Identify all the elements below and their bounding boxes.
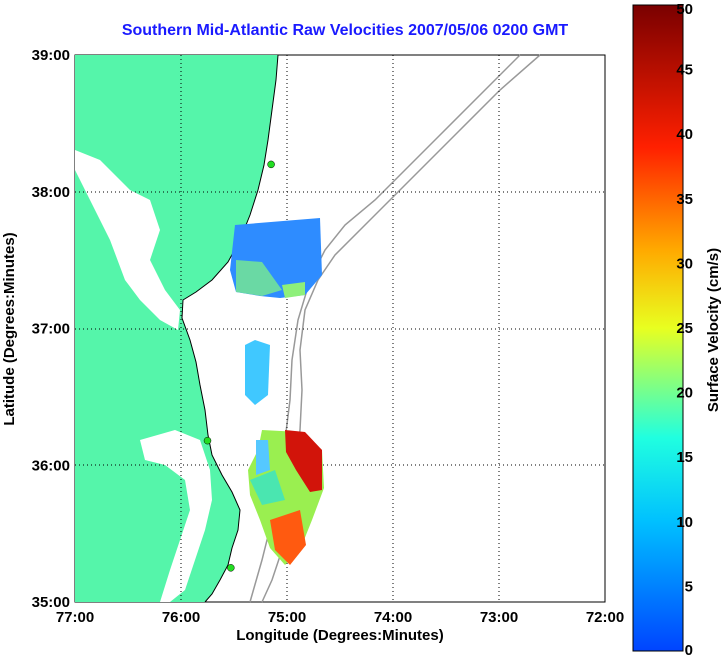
colorbar-tick-label: 0 — [685, 642, 693, 659]
colorbar-tick-label: 15 — [676, 449, 693, 466]
velocity-field-middle — [245, 340, 270, 405]
x-tick-label: 72:00 — [586, 609, 624, 626]
velocity-field-south — [248, 430, 324, 565]
colorbar-tick-label: 5 — [685, 578, 693, 595]
station-marker — [227, 564, 235, 572]
station-marker — [203, 436, 212, 445]
sound-water — [140, 430, 212, 602]
map-title: Southern Mid-Atlantic Raw Velocities 200… — [121, 22, 569, 39]
station-markers — [203, 160, 275, 572]
bay-water — [75, 150, 180, 330]
x-tick-label: 76:00 — [162, 609, 200, 626]
y-tick-label: 35:00 — [32, 594, 70, 611]
colorbar-tick-label: 10 — [676, 514, 693, 531]
x-axis-label: Longitude (Degrees:Minutes) — [236, 627, 444, 644]
colorbar — [632, 4, 684, 652]
grid — [75, 55, 605, 602]
colorbar-tick-label: 20 — [676, 385, 693, 402]
shoreline — [181, 54, 279, 603]
x-axis-ticks: 77:00 76:00 75:00 74:00 73:00 72:00 — [56, 609, 624, 626]
y-tick-label: 39:00 — [32, 47, 70, 64]
station-marker — [267, 160, 275, 169]
colorbar-tick-label: 45 — [676, 62, 693, 79]
velocity-field-north — [230, 218, 322, 298]
y-axis-ticks: 39:00 38:00 37:00 36:00 35:00 — [32, 47, 70, 611]
y-tick-label: 38:00 — [32, 184, 70, 201]
x-tick-label: 77:00 — [56, 609, 94, 626]
x-tick-label: 74:00 — [374, 609, 412, 626]
colorbar-tick-label: 30 — [676, 255, 693, 272]
colorbar-tick-label: 50 — [676, 1, 693, 18]
y-tick-label: 36:00 — [32, 457, 70, 474]
y-tick-label: 37:00 — [32, 321, 70, 338]
x-tick-label: 75:00 — [268, 609, 306, 626]
y-axis-label: Latitude (Degrees:Minutes) — [1, 232, 18, 425]
colorbar-label: Surface Velocity (cm/s) — [705, 248, 722, 412]
colorbar-tick-label: 40 — [676, 126, 693, 143]
colorbar-tick-label: 25 — [676, 320, 693, 337]
colorbar-tick-label: 35 — [676, 191, 693, 208]
x-tick-label: 73:00 — [480, 609, 518, 626]
